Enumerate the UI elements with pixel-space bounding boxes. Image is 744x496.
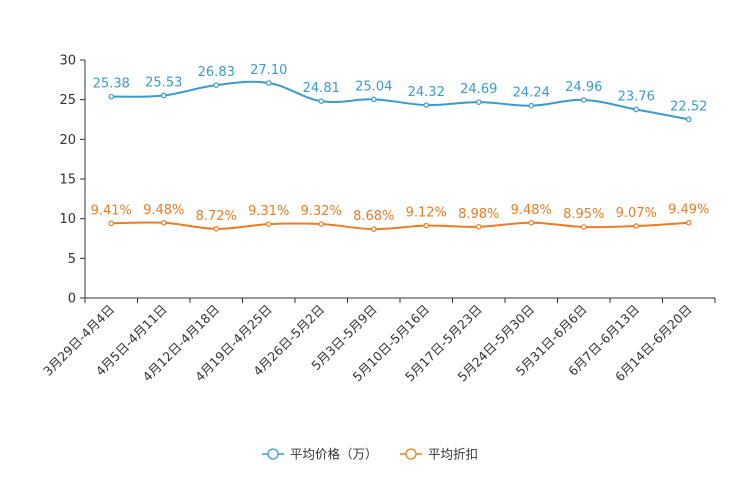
data-label: 23.76 — [618, 90, 655, 105]
y-tick-label: 20 — [59, 133, 76, 148]
data-label: 9.49% — [668, 203, 709, 218]
data-point — [685, 116, 692, 123]
data-point — [265, 221, 272, 227]
data-label: 25.53 — [145, 75, 182, 90]
series-line — [111, 221, 689, 231]
y-tick-label: 25 — [59, 93, 76, 108]
data-label: 26.83 — [198, 65, 235, 80]
data-label: 9.48% — [143, 203, 184, 218]
data-label: 25.04 — [355, 79, 392, 94]
chart-legend: 平均价格（万） 平均折扣 — [262, 447, 478, 462]
data-label: 8.72% — [196, 209, 237, 224]
data-point — [580, 224, 587, 230]
legend-item-average-price[interactable]: 平均价格（万） — [262, 447, 378, 462]
data-label: 24.96 — [565, 80, 602, 95]
series-layer: 25.38 25.53 26.83 27.10 24.81 25.04 24.32 24.69… — [91, 63, 709, 232]
data-label: 9.12% — [406, 206, 447, 221]
data-point — [528, 219, 535, 226]
data-point — [213, 226, 220, 232]
data-label: 8.95% — [563, 207, 604, 222]
series-line — [111, 80, 689, 121]
data-label: 24.69 — [460, 82, 497, 97]
data-label: 22.52 — [670, 99, 707, 114]
data-label: 9.32% — [301, 204, 342, 219]
data-label: 9.48% — [511, 203, 552, 218]
data-label: 9.41% — [91, 203, 132, 218]
data-label: 9.31% — [248, 204, 289, 219]
data-label: 9.07% — [616, 206, 657, 221]
y-tick-label: 10 — [59, 212, 76, 227]
data-point — [633, 106, 640, 113]
legend-marker-icon — [405, 448, 417, 460]
legend-item-average-discount[interactable]: 平均折扣 — [400, 447, 478, 462]
data-label: 8.68% — [353, 209, 394, 224]
data-label: 24.81 — [303, 81, 340, 96]
data-point — [475, 223, 482, 230]
data-point — [318, 221, 325, 227]
series-average-price: 25.38 25.53 26.83 27.10 24.81 25.04 24.32 24.69… — [93, 63, 707, 123]
y-tick-label: 15 — [59, 173, 76, 188]
legend-label: 平均价格（万） — [290, 447, 378, 462]
data-point — [370, 96, 377, 103]
data-label: 8.98% — [458, 207, 499, 222]
data-label: 24.32 — [408, 85, 445, 100]
data-label: 27.10 — [250, 63, 287, 78]
data-point — [370, 226, 377, 232]
data-point — [475, 99, 482, 105]
data-label: 25.38 — [93, 77, 130, 92]
data-point — [213, 82, 220, 88]
data-point — [580, 97, 587, 103]
legend-marker-icon — [267, 448, 279, 460]
data-point — [160, 219, 167, 226]
y-tick-label: 30 — [59, 54, 76, 69]
data-point — [423, 102, 430, 108]
y-tick-label: 0 — [68, 292, 76, 307]
data-point — [423, 222, 430, 229]
legend-label: 平均折扣 — [428, 447, 478, 462]
data-point — [160, 92, 167, 99]
series-average-discount: 9.41% 9.48% 8.72% 9.31% 9.32% 8.68% 9.12% 8.98%… — [91, 203, 709, 232]
data-label: 24.24 — [513, 86, 550, 101]
data-point — [108, 220, 115, 227]
data-point — [265, 80, 272, 86]
data-point — [108, 93, 115, 100]
y-tick-label: 5 — [68, 252, 76, 267]
data-point — [685, 219, 692, 226]
data-point — [318, 98, 325, 104]
data-point — [528, 102, 535, 109]
data-point — [633, 223, 640, 229]
